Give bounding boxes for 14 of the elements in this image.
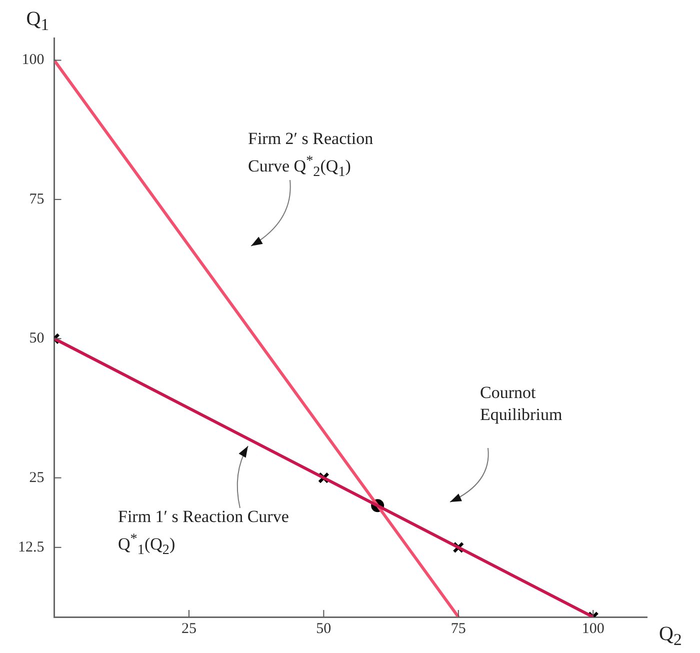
annotation: Cournot Equilibrium	[480, 382, 564, 426]
y-tick-label: 25	[29, 470, 44, 486]
x-tick-label: 50	[316, 620, 332, 637]
x-tick-label: 75	[450, 620, 466, 637]
y-tick-label: 50	[29, 330, 44, 347]
x-axis-title: Q$_{2}$	[659, 623, 682, 651]
annotation: Firm 1′ s Reaction Curve Q$^{*}$$_{1}$(Q$_{2}$)	[118, 506, 290, 560]
y-tick-label: 12.5	[18, 539, 44, 556]
y-tick-label: 100	[22, 52, 44, 68]
y-tick-label: 75	[29, 191, 44, 208]
y-axis-title: Q$_{1}$	[26, 8, 50, 36]
x-tick-label: 100	[582, 620, 604, 637]
annotation: Firm 2′ s Reaction Curve Q$^{*}$$_{2}$(Q$_{1}$)	[248, 128, 374, 182]
x-tick-label: 25	[181, 620, 196, 637]
